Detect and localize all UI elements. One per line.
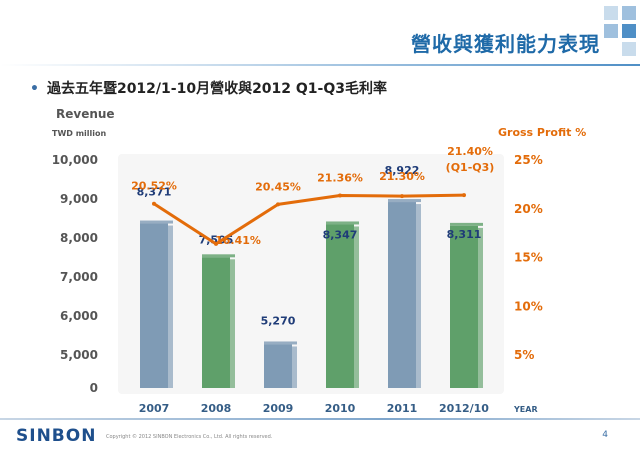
left-tick-label: 5,000 bbox=[60, 348, 98, 362]
revenue-bar bbox=[326, 221, 359, 388]
revenue-bar bbox=[202, 254, 235, 388]
left-axis-label: Revenue bbox=[56, 107, 115, 121]
revenue-bar bbox=[450, 222, 483, 388]
gross-profit-point bbox=[276, 202, 280, 207]
revenue-bar-top bbox=[140, 220, 173, 224]
revenue-data-label: 5,270 bbox=[261, 314, 296, 327]
right-tick-label: 20% bbox=[514, 202, 543, 216]
revenue-bar-side bbox=[230, 259, 235, 388]
q1-q3-annotation: (Q1-Q3) bbox=[446, 161, 495, 174]
revenue-bar-top bbox=[388, 199, 421, 203]
x-tick-label: 2011 bbox=[387, 402, 418, 415]
bullet-dot: • bbox=[30, 81, 39, 97]
gross-profit-point bbox=[400, 194, 404, 199]
title-divider bbox=[0, 64, 640, 66]
revenue-bar-top bbox=[450, 222, 483, 226]
revenue-bar-top bbox=[202, 254, 235, 258]
left-tick-label: 0 bbox=[90, 381, 98, 395]
gross-profit-line bbox=[153, 193, 465, 246]
revenue-bar-front bbox=[326, 224, 354, 388]
revenue-bar-side bbox=[168, 225, 173, 388]
revenue-bar bbox=[388, 199, 421, 388]
revenue-bar bbox=[264, 341, 297, 388]
bullet-text: • 過去五年暨2012/1-10月營收與2012 Q1-Q3毛利率 bbox=[30, 78, 387, 98]
gross-profit-data-label: 21.36% bbox=[317, 172, 363, 185]
revenue-data-label: 8,311 bbox=[447, 228, 482, 241]
revenue-bar-side bbox=[292, 346, 297, 388]
x-axis-end-label: YEAR bbox=[513, 405, 538, 414]
footer-divider bbox=[0, 418, 640, 420]
gross-profit-point bbox=[462, 193, 466, 198]
gross-profit-data-label: 21.30% bbox=[379, 170, 425, 183]
revenue-bar-front bbox=[388, 202, 416, 388]
x-tick-label: 2012/10 bbox=[439, 402, 489, 415]
revenue-data-label: 8,371 bbox=[137, 186, 172, 199]
revenue-bar-side bbox=[354, 226, 359, 388]
x-tick-label: 2010 bbox=[325, 402, 356, 415]
left-tick-label: 7,000 bbox=[60, 270, 98, 284]
x-tick-label: 2007 bbox=[139, 402, 170, 415]
gross-profit-point bbox=[214, 241, 218, 246]
gross-profit-point bbox=[338, 193, 342, 198]
left-tick-label: 10,000 bbox=[52, 153, 98, 167]
gross-profit-point bbox=[152, 201, 156, 206]
revenue-bar-side bbox=[416, 204, 421, 388]
gross-profit-data-label: 21.40% bbox=[447, 145, 493, 158]
bullet-label: 過去五年暨2012/1-10月營收與2012 Q1-Q3毛利率 bbox=[46, 81, 387, 97]
right-tick-label: 5% bbox=[514, 348, 534, 362]
left-tick-label: 9,000 bbox=[60, 192, 98, 206]
revenue-bar-top bbox=[326, 221, 359, 225]
revenue-bar-side bbox=[478, 227, 483, 388]
revenue-bar-front bbox=[264, 344, 292, 388]
x-tick-label: 2008 bbox=[201, 402, 232, 415]
revenue-bar-front bbox=[140, 223, 168, 388]
x-tick-label: 2009 bbox=[263, 402, 294, 415]
gross-profit-data-label: 20.52% bbox=[131, 180, 177, 193]
copyright-text: Copyright © 2012 SINBON Electronics Co.,… bbox=[106, 434, 273, 440]
page-number: 4 bbox=[602, 430, 608, 440]
left-tick-label: 8,000 bbox=[60, 231, 98, 245]
revenue-data-label: 8,347 bbox=[323, 228, 358, 241]
revenue-data-label: 8,922 bbox=[385, 164, 420, 177]
revenue-bar bbox=[140, 220, 173, 388]
left-axis-unit: TWD million bbox=[52, 129, 107, 138]
decorative-pattern bbox=[604, 6, 636, 56]
left-tick-label: 6,000 bbox=[60, 309, 98, 323]
right-tick-label: 15% bbox=[514, 251, 543, 265]
gross-profit-data-label: 16.41% bbox=[215, 234, 261, 247]
gross-profit-data-label: 20.45% bbox=[255, 180, 301, 193]
revenue-bar-front bbox=[450, 225, 478, 388]
right-tick-label: 10% bbox=[514, 299, 543, 313]
revenue-bar-top bbox=[264, 341, 297, 345]
right-tick-label: 25% bbox=[514, 153, 543, 167]
slide-title: 營收與獲利能力表現 bbox=[411, 32, 600, 56]
company-logo: SINBON bbox=[16, 426, 97, 446]
revenue-bar-front bbox=[202, 257, 230, 388]
right-axis-label: Gross Profit % bbox=[498, 126, 586, 139]
